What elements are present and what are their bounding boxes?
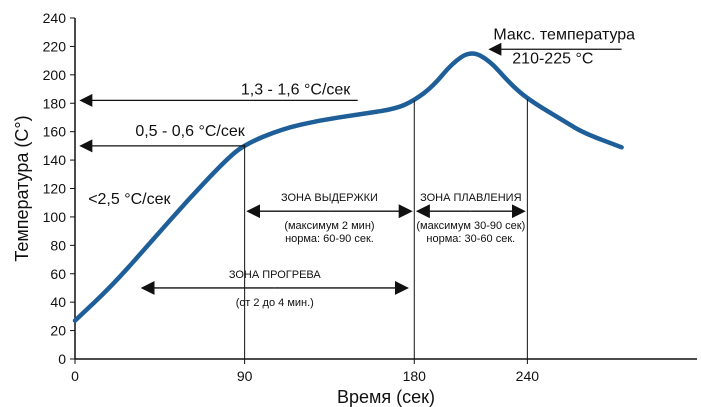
x-tick-label: 90 [237,368,253,384]
preheat-zone-line-1: (от 2 до 4 мин.) [236,297,314,309]
reflow-zone-line-1: (максимум 30-90 сек) [416,220,525,232]
y-tick-label: 160 [43,124,67,140]
max-temperature-label: Макс. температура [493,26,635,43]
max-temperature-range: 210-225 °С [512,50,593,67]
reflow-zone-title: ЗОНА ПЛАВЛЕНИЯ [420,192,521,204]
rate-1-label: <2,5 °С/сек [88,191,171,208]
y-tick-label: 220 [43,38,67,54]
y-tick-label: 140 [43,152,67,168]
y-tick-label: 120 [43,181,67,197]
y-tick-label: 240 [43,10,67,26]
soak-zone-line-2: норма: 60-90 сек. [285,233,374,245]
y-tick-label: 60 [50,266,66,282]
x-axis-title: Время (сек) [337,387,435,407]
y-tick-label: 100 [43,209,67,225]
y-tick-label: 80 [50,237,66,253]
y-tick-label: 180 [43,95,67,111]
rate-2-label: 0,5 - 0,6 °С/сек [135,123,245,140]
x-tick-label: 240 [516,368,540,384]
soak-zone-line-1: (максимум 2 мин) [284,220,374,232]
y-tick-label: 20 [50,323,66,339]
x-tick-label: 0 [71,368,79,384]
y-tick-label: 200 [43,67,67,83]
rate-3-label: 1,3 - 1,6 °С/сек [241,82,351,99]
x-tick-label: 180 [403,368,427,384]
temperature-profile-line [72,51,624,323]
y-tick-label: 40 [50,294,66,310]
y-tick-label: 0 [58,351,66,367]
soak-zone-title: ЗОНА ВЫДЕРЖКИ [281,192,378,204]
y-axis-title: Температура (С°) [12,115,32,261]
preheat-zone-title: ЗОНА ПРОГРЕВА [229,269,322,281]
reflow-zone-line-2: норма: 30-60 сек. [426,233,515,245]
